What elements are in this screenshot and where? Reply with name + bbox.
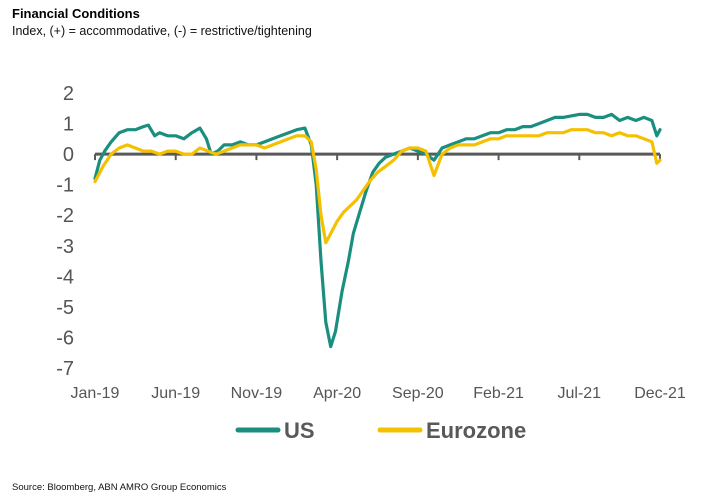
x-tick-label: Dec-21 (634, 385, 686, 402)
y-tick-label: 2 (63, 83, 74, 105)
legend-label-us: US (284, 418, 315, 443)
y-tick-label: -6 (56, 327, 74, 349)
x-axis: Jan-19 Jun-19 Nov-19 Apr-20 Sep-20 Feb-21 Jul-… (71, 152, 686, 402)
chart-subtitle: Index, (+) = accommodative, (-) = restri… (12, 24, 312, 38)
legend: US Eurozone (235, 418, 526, 443)
legend-label-eurozone: Eurozone (426, 418, 526, 443)
chart-title: Financial Conditions (12, 6, 140, 21)
y-tick-label: -3 (56, 236, 74, 258)
y-tick-label: -5 (56, 297, 74, 319)
x-tick-label: Jan-19 (71, 385, 120, 402)
x-tick-label: Jul-21 (557, 385, 601, 402)
x-tick-label: Jun-19 (151, 385, 200, 402)
y-tick-label: 0 (63, 144, 74, 166)
y-tick-label: -4 (56, 266, 74, 288)
series-line-eurozone (93, 128, 662, 245)
x-tick-label: Nov-19 (231, 385, 283, 402)
series-layer (93, 112, 662, 349)
x-tick-label: Feb-21 (473, 385, 524, 402)
y-tick-label: -2 (56, 205, 74, 227)
x-tick-label: Apr-20 (313, 385, 361, 402)
y-axis: 2 1 0 -1 -2 -3 -4 -5 -6 -7 (56, 83, 74, 380)
y-tick-label: -1 (56, 175, 74, 197)
y-tick-label: -7 (56, 358, 74, 380)
series-line-us (93, 112, 662, 349)
x-tick-label: Sep-20 (392, 385, 444, 402)
source-note: Source: Bloomberg, ABN AMRO Group Econom… (12, 482, 227, 493)
y-tick-label: 1 (63, 114, 74, 136)
